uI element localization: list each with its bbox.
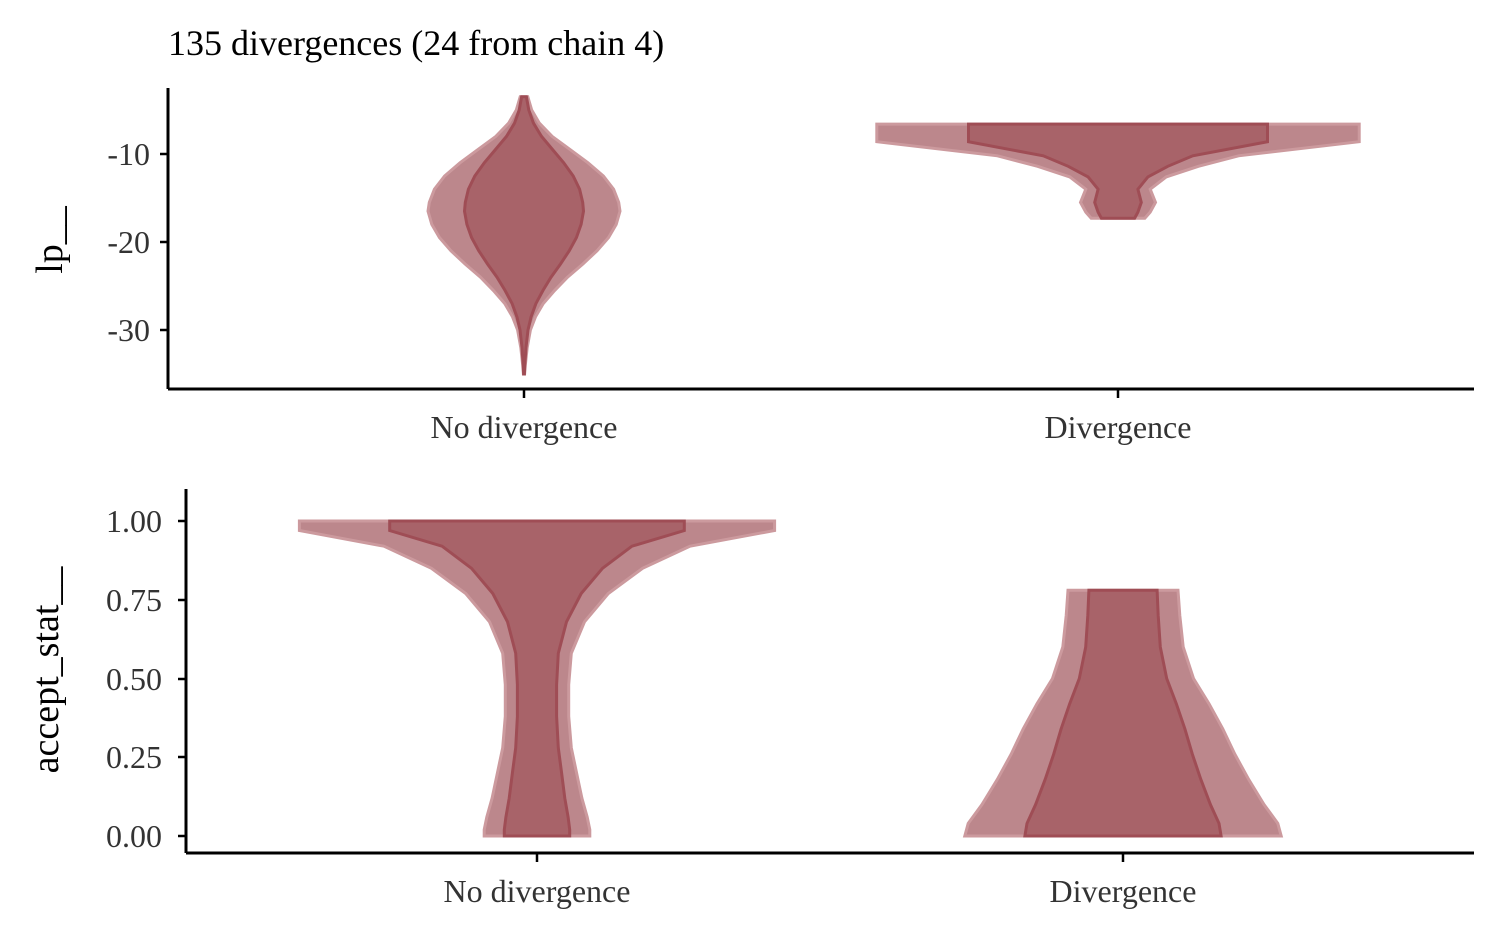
panel-lp: -10 -20 -30 No divergence Divergence lp_… bbox=[29, 88, 1474, 445]
top-y-tick-label: -10 bbox=[107, 136, 150, 172]
violin-no-divergence-inner bbox=[388, 519, 686, 838]
bottom-y-tick-label: 0.50 bbox=[106, 661, 162, 697]
top-y-tick-label: -30 bbox=[107, 312, 150, 348]
bottom-y-axis-label: accept_stat__ bbox=[25, 566, 67, 774]
bottom-y-tick-label: 0.25 bbox=[106, 739, 162, 775]
chart-title: 135 divergences (24 from chain 4) bbox=[168, 23, 664, 63]
panel-accept-stat: 1.00 0.75 0.50 0.25 0.00 No divergence D… bbox=[25, 489, 1474, 909]
bottom-y-tick-label: 1.00 bbox=[106, 503, 162, 539]
bottom-x-tick-label: Divergence bbox=[1050, 873, 1197, 909]
bottom-y-tick-label: 0.00 bbox=[106, 818, 162, 854]
top-y-axis-label: lp__ bbox=[29, 205, 71, 274]
violin-divergence-inner bbox=[1023, 588, 1223, 838]
violin-no-divergence-inner bbox=[462, 95, 586, 376]
bottom-x-tick-label: No divergence bbox=[444, 873, 631, 909]
top-x-tick-label: Divergence bbox=[1045, 409, 1192, 445]
top-x-tick-label: No divergence bbox=[431, 409, 618, 445]
top-y-tick-label: -20 bbox=[107, 224, 150, 260]
violin-divergence-inner bbox=[967, 122, 1269, 220]
bottom-y-tick-label: 0.75 bbox=[106, 582, 162, 618]
